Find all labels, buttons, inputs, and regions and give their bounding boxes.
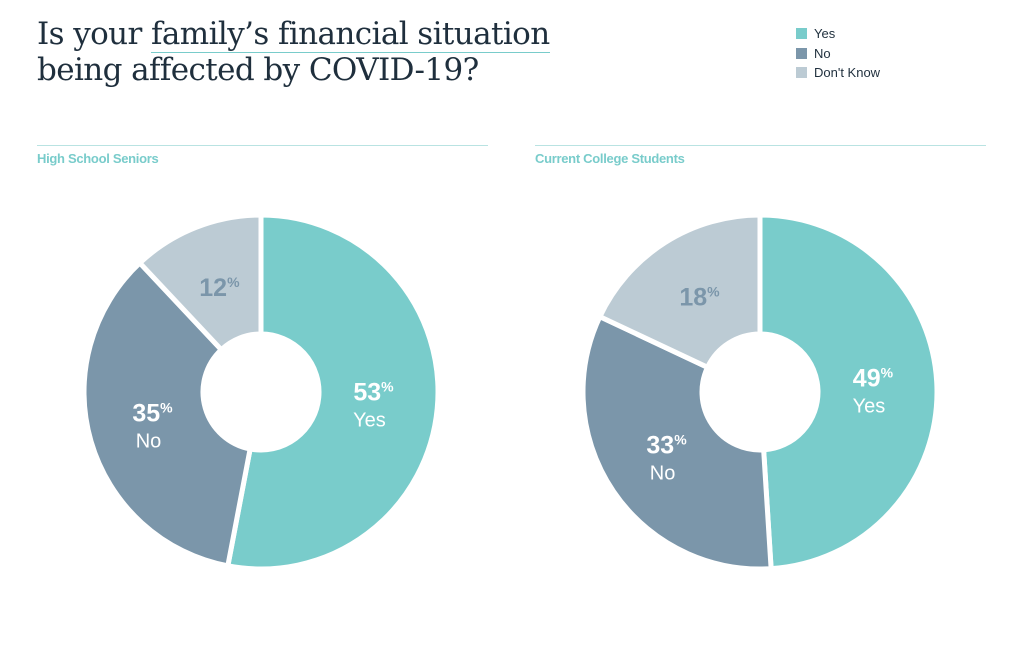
- title-text-highlight: family’s financial situation: [151, 16, 550, 53]
- percent-sign: %: [707, 284, 720, 300]
- percent-sign: %: [227, 274, 240, 290]
- category-label-no: No: [650, 463, 676, 485]
- chart-label-high-school-seniors: High School Seniors: [37, 151, 159, 166]
- percent-sign: %: [674, 432, 687, 448]
- title-text-after: being affected by COVID-19?: [37, 52, 479, 88]
- chart-title: Is your family’s financial situation bei…: [37, 16, 637, 88]
- slice-yes: [224, 212, 441, 572]
- percent-sign: %: [381, 379, 394, 395]
- category-label-yes: Yes: [353, 410, 386, 432]
- legend-swatch-yes: [796, 28, 807, 40]
- slice-no: [580, 313, 774, 572]
- panel-divider-left: [37, 145, 488, 146]
- chart-label-college-students: Current College Students: [535, 151, 685, 166]
- slice-don-t-know: [596, 212, 763, 371]
- legend-label-no: No: [814, 45, 831, 61]
- legend-label-yes: Yes: [814, 26, 836, 42]
- category-label-no: No: [136, 431, 162, 453]
- category-label-yes: Yes: [853, 395, 886, 417]
- percent-sign: %: [881, 364, 894, 380]
- slice-don-t-know: [136, 212, 264, 354]
- legend: Yes No Don't Know: [796, 24, 880, 83]
- title-text-before: Is your: [37, 16, 152, 52]
- value-label-no: 35%: [132, 400, 173, 428]
- percent-sign: %: [160, 400, 173, 416]
- legend-item-yes: Yes: [796, 24, 880, 44]
- legend-item-no: No: [796, 44, 880, 64]
- legend-label-dont-know: Don't Know: [814, 65, 881, 81]
- panel-divider-right: [535, 145, 986, 146]
- legend-swatch-no: [796, 47, 807, 59]
- legend-swatch-dont-know: [796, 67, 807, 79]
- legend-item-dont-know: Don't Know: [796, 63, 880, 83]
- slice-yes: [757, 212, 940, 572]
